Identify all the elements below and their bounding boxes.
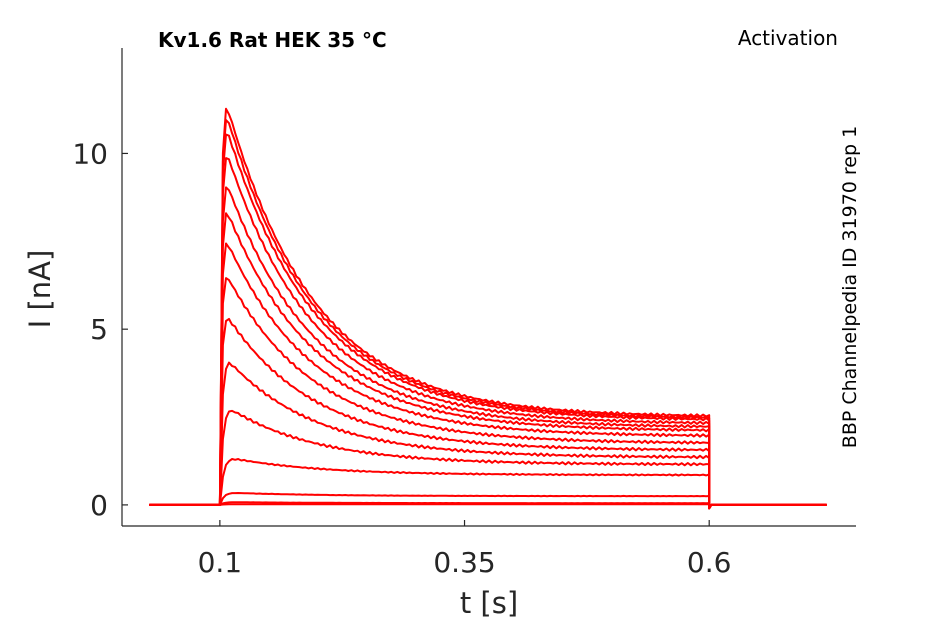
x-tick-label: 0.1	[198, 546, 243, 579]
chart-title: Kv1.6 Rat HEK 35 °C	[158, 28, 387, 52]
y-tick-label: 10	[72, 137, 108, 170]
y-tick-label: 5	[90, 313, 108, 346]
current-trace	[149, 458, 827, 510]
current-trace	[149, 242, 827, 510]
current-trace	[149, 409, 827, 510]
protocol-label: Activation	[738, 26, 838, 50]
current-trace	[149, 361, 827, 510]
trace-group	[149, 107, 827, 510]
y-tick-label: 0	[90, 489, 108, 522]
source-id-label: BBP Channelpedia ID 31970 rep 1	[839, 126, 861, 448]
tick-group: 0.1 0.35 0.6 0 5 10	[72, 137, 731, 579]
x-tick-label: 0.35	[433, 546, 495, 579]
current-trace	[149, 212, 827, 510]
current-trace	[149, 492, 827, 510]
current-trace	[149, 186, 827, 510]
current-trace	[149, 503, 827, 510]
current-trace	[149, 501, 827, 510]
current-trace	[149, 317, 827, 510]
current-trace	[149, 119, 827, 510]
current-trace	[149, 157, 827, 510]
current-trace	[149, 107, 827, 510]
y-axis-label: I [nA]	[23, 250, 57, 329]
current-trace	[149, 277, 827, 510]
current-trace	[149, 133, 827, 510]
x-tick-label: 0.6	[687, 546, 732, 579]
x-axis-label: t [s]	[460, 586, 518, 620]
